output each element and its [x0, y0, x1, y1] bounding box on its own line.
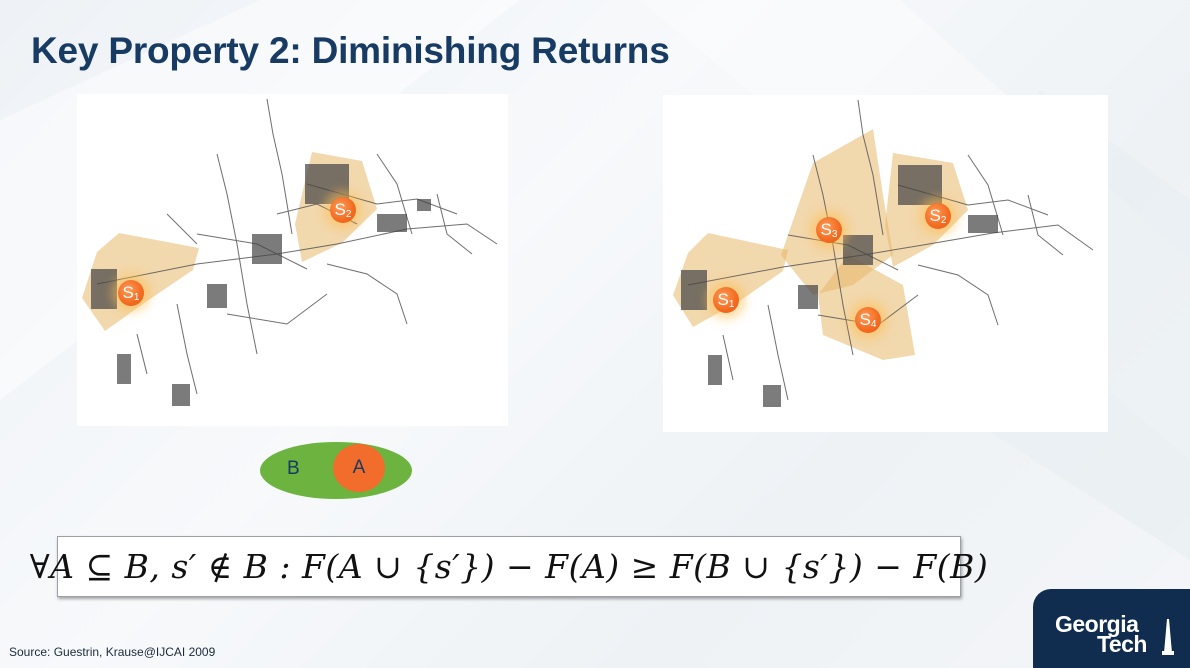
sensor-s3: S3: [816, 217, 842, 243]
left-road-network: [82, 98, 498, 406]
sensor-s4: S4: [855, 307, 881, 333]
left-map-panel: S1 S2: [77, 94, 508, 426]
sensor-s2: S2: [925, 203, 951, 229]
formula-box: ∀A ⊆ B, s′ ∉ B : F(A ∪ {s′}) − F(A) ≥ F(…: [30, 536, 988, 597]
tech-tower-icon: [1162, 619, 1174, 655]
georgia-tech-logo: Georgia Tech: [1033, 589, 1190, 668]
logo-text-tech: Tech: [1097, 631, 1147, 657]
venn-set-a: A: [333, 444, 385, 492]
source-citation: Source: Guestrin, Krause@IJCAI 2009: [9, 645, 216, 659]
slide-title: Key Property 2: Diminishing Returns: [31, 30, 670, 71]
logo-text-georgia: Georgia: [1055, 611, 1139, 637]
sensor-s1: S1: [118, 280, 144, 306]
venn-label-b: B: [287, 458, 300, 479]
sensor-s2: S2: [330, 197, 356, 223]
diminishing-returns-formula: ∀A ⊆ B, s′ ∉ B : F(A ∪ {s′}) − F(A) ≥ F(…: [29, 547, 989, 586]
right-road-network: [673, 99, 1094, 407]
sensor-s1: S1: [713, 287, 739, 313]
right-map-panel: S1 S2 S3 S4: [663, 95, 1108, 432]
